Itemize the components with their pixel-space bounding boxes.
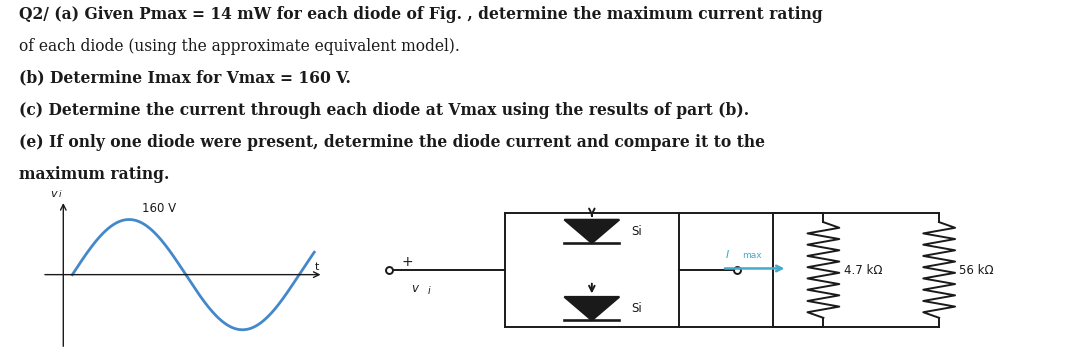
Text: 4.7 kΩ: 4.7 kΩ xyxy=(843,264,882,276)
Text: 56 kΩ: 56 kΩ xyxy=(959,264,994,276)
Text: max: max xyxy=(742,251,762,260)
Text: 160 V: 160 V xyxy=(141,202,176,215)
Text: +: + xyxy=(402,255,414,269)
Text: t: t xyxy=(314,262,319,272)
Text: maximum rating.: maximum rating. xyxy=(19,166,170,183)
Polygon shape xyxy=(565,220,619,243)
Text: v: v xyxy=(51,189,57,199)
Text: (c) Determine the current through each diode at Vmax using the results of part (: (c) Determine the current through each d… xyxy=(19,102,750,119)
Text: (e) If only one diode were present, determine the diode current and compare it t: (e) If only one diode were present, dete… xyxy=(19,134,766,151)
Text: v: v xyxy=(411,281,418,295)
Text: Si: Si xyxy=(632,302,643,315)
Text: i: i xyxy=(428,286,431,296)
Text: Q2/ (a) Given Pmax = 14 mW for each diode of Fig. , determine the maximum curren: Q2/ (a) Given Pmax = 14 mW for each diod… xyxy=(19,6,823,23)
Text: (b) Determine Imax for Vmax = 160 V.: (b) Determine Imax for Vmax = 160 V. xyxy=(19,70,351,87)
Text: of each diode (using the approximate equivalent model).: of each diode (using the approximate equ… xyxy=(19,38,460,55)
Text: I: I xyxy=(726,250,729,260)
Text: i: i xyxy=(58,190,62,199)
Polygon shape xyxy=(565,297,619,320)
Text: Si: Si xyxy=(632,225,643,238)
